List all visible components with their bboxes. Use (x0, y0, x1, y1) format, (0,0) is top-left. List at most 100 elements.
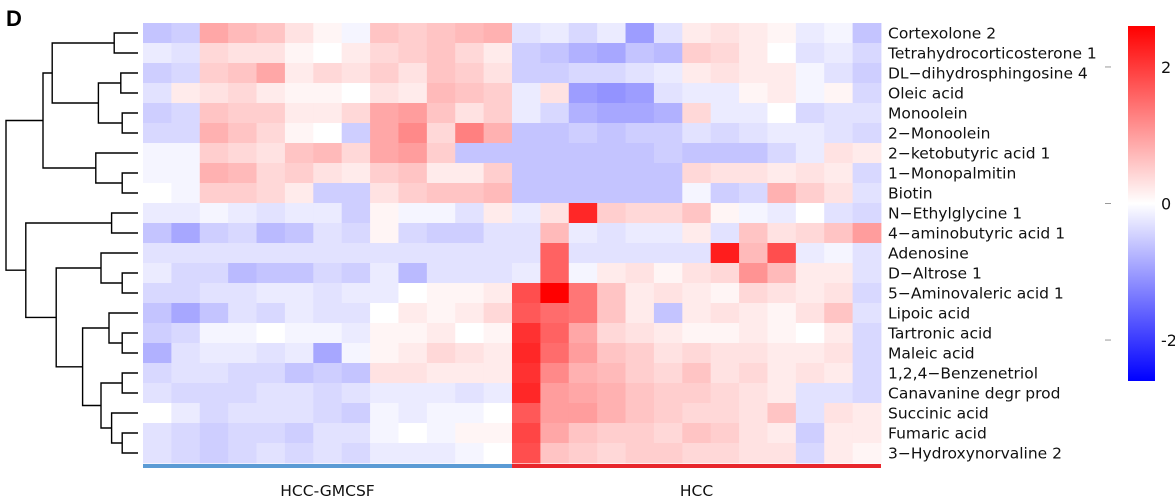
heatmap-cell (625, 283, 655, 304)
heatmap-cell (852, 443, 882, 464)
heatmap-cell (455, 23, 485, 44)
heatmap-cell (398, 23, 428, 44)
heatmap-cell (341, 343, 371, 364)
row-label: 2−ketobutyric acid 1 (888, 145, 1050, 163)
heatmap-cell (426, 403, 456, 424)
heatmap-cell (341, 83, 371, 104)
heatmap-cell (284, 23, 314, 44)
heatmap-cell (313, 303, 343, 324)
heatmap-cell (370, 23, 399, 44)
heatmap-cell (739, 263, 768, 284)
heatmap-cell (739, 383, 768, 404)
heatmap-cell (824, 383, 854, 404)
heatmap-cell (795, 103, 825, 124)
heatmap-cell (540, 363, 570, 384)
heatmap-cell (426, 343, 456, 364)
heatmap-cell (426, 363, 456, 384)
heatmap-cell (824, 163, 854, 184)
heatmap-cell (171, 103, 201, 124)
heatmap-cell (653, 383, 683, 404)
row-label: 2−Monoolein (888, 125, 990, 143)
heatmap-cell (739, 143, 768, 164)
heatmap-cell (228, 263, 257, 284)
heatmap-cell (540, 103, 570, 124)
heatmap-cell (341, 63, 371, 84)
heatmap-cell (512, 163, 541, 184)
heatmap-cell (795, 183, 825, 204)
heatmap-cell (455, 343, 485, 364)
dendrogram-branch (121, 172, 138, 194)
heatmap-cell (710, 123, 740, 144)
heatmap-cell (512, 323, 541, 344)
heatmap-cell (455, 303, 485, 324)
heatmap-cell (568, 243, 598, 264)
heatmap-cell (512, 183, 541, 204)
heatmap-cell (625, 303, 655, 324)
heatmap-cell (767, 103, 797, 124)
heatmap-cell (313, 123, 343, 144)
heatmap-cell (540, 443, 570, 464)
heatmap-cell (597, 443, 626, 464)
heatmap-cell (540, 343, 570, 364)
heatmap-cell (143, 363, 172, 384)
heatmap-cell (370, 123, 399, 144)
heatmap-cell (455, 83, 485, 104)
heatmap-cell (341, 443, 371, 464)
heatmap-cell (370, 263, 399, 284)
heatmap-cell (739, 323, 768, 344)
heatmap-cell (455, 323, 485, 344)
heatmap-cell (710, 63, 740, 84)
heatmap-cell (199, 83, 229, 104)
heatmap-cell (540, 223, 570, 244)
heatmap-cell (398, 323, 428, 344)
heatmap-cell (370, 403, 399, 424)
heatmap-cell (256, 63, 286, 84)
heatmap-cell (824, 423, 854, 444)
heatmap-cell (512, 363, 541, 384)
heatmap-cell (512, 243, 541, 264)
heatmap-cell (795, 63, 825, 84)
heatmap-cell (398, 143, 428, 164)
heatmap-cell (739, 403, 768, 424)
heatmap-cell (852, 23, 882, 44)
heatmap-cell (256, 23, 286, 44)
heatmap-cell (455, 123, 485, 144)
heatmap-cell (540, 243, 570, 264)
heatmap-cell (398, 283, 428, 304)
heatmap-cell (313, 23, 343, 44)
heatmap-cell (171, 363, 201, 384)
heatmap-cell (370, 323, 399, 344)
heatmap-cell (313, 403, 343, 424)
heatmap-cell (313, 223, 343, 244)
heatmap-cell (341, 23, 371, 44)
heatmap-cell (455, 143, 485, 164)
heatmap-cell (682, 23, 712, 44)
heatmap-cell (767, 303, 797, 324)
heatmap-cell (256, 403, 286, 424)
heatmap-cell (199, 363, 229, 384)
heatmap-cell (597, 243, 626, 264)
row-label: Canavanine degr prod (888, 385, 1060, 403)
dendrogram-branch (121, 372, 138, 394)
heatmap-cell (256, 303, 286, 324)
heatmap-cell (455, 263, 485, 284)
heatmap-cell (398, 343, 428, 364)
heatmap-cell (341, 143, 371, 164)
heatmap-cell (143, 443, 172, 464)
heatmap-cell (171, 83, 201, 104)
heatmap-cell (398, 443, 428, 464)
heatmap-cell (625, 343, 655, 364)
dendrogram-branch (121, 432, 138, 454)
heatmap-cell (512, 23, 541, 44)
heatmap-cell (370, 443, 399, 464)
heatmap-cell (767, 323, 797, 344)
heatmap-cell (852, 383, 882, 404)
heatmap-cell (824, 43, 854, 64)
heatmap-cell (370, 383, 399, 404)
heatmap-cell (739, 43, 768, 64)
heatmap-cell (568, 283, 598, 304)
heatmap-cell (483, 423, 513, 444)
heatmap-cell (795, 403, 825, 424)
heatmap-cell (767, 143, 797, 164)
heatmap-cell (313, 423, 343, 444)
